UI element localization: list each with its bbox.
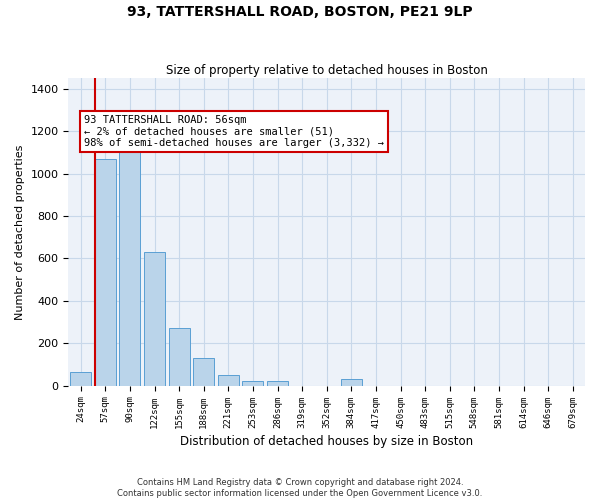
Bar (144, 252, 165, 386)
Text: Contains HM Land Registry data © Crown copyright and database right 2024.
Contai: Contains HM Land Registry data © Crown c… (118, 478, 482, 498)
Bar (119, 140, 140, 386)
Y-axis label: Number of detached properties: Number of detached properties (15, 144, 25, 320)
X-axis label: Distribution of detached houses by size in Boston: Distribution of detached houses by size … (180, 434, 473, 448)
Bar (218, 375, 239, 386)
Bar (70, 372, 91, 386)
Bar (267, 382, 288, 386)
Bar (341, 379, 362, 386)
Bar (95, 158, 116, 386)
Title: Size of property relative to detached houses in Boston: Size of property relative to detached ho… (166, 64, 488, 77)
Text: 93 TATTERSHALL ROAD: 56sqm
← 2% of detached houses are smaller (51)
98% of semi-: 93 TATTERSHALL ROAD: 56sqm ← 2% of detac… (84, 115, 384, 148)
Bar (242, 382, 263, 386)
Bar (193, 358, 214, 386)
Text: 93, TATTERSHALL ROAD, BOSTON, PE21 9LP: 93, TATTERSHALL ROAD, BOSTON, PE21 9LP (127, 5, 473, 19)
Bar (169, 328, 190, 386)
